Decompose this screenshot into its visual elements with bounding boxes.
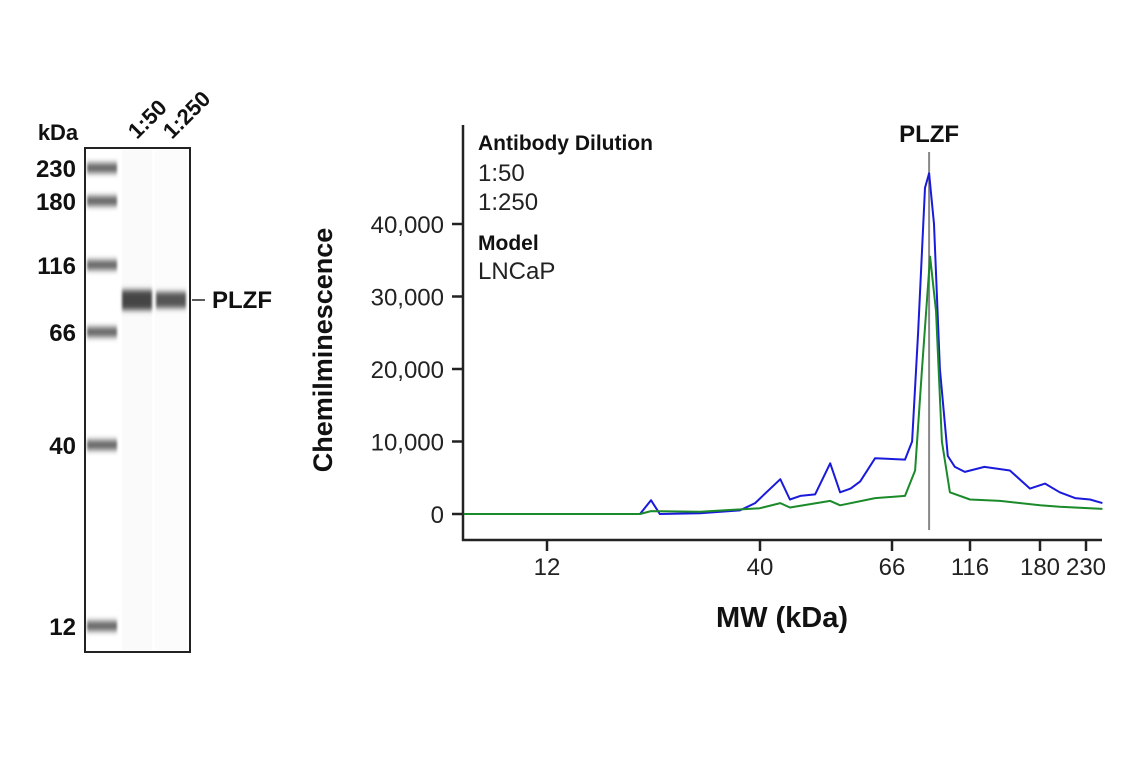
x-tick-label: 12 <box>534 554 561 581</box>
ladder-band <box>87 260 117 270</box>
ladder-label: 12 <box>49 614 76 641</box>
chart-panel: 0 10,000 20,000 30,000 40,000 12 40 66 116 180 23… <box>308 121 1106 634</box>
series-line-1-250 <box>463 255 1103 515</box>
ladder-bands <box>87 163 117 631</box>
x-tick-label: 230 <box>1066 554 1106 581</box>
x-axis-label: MW (kDa) <box>716 602 848 634</box>
y-tick-label: 30,000 <box>371 285 444 312</box>
series-line-1-50 <box>463 172 1103 515</box>
y-axis-label: Chemilminescence <box>308 228 338 473</box>
y-tick-label: 10,000 <box>371 430 444 457</box>
ladder-band <box>87 327 117 337</box>
y-tick-label: 0 <box>431 502 444 529</box>
chart-title: PLZF <box>899 121 959 148</box>
legend-entry-1-250: 1:250 <box>478 189 538 216</box>
ladder-band <box>87 163 117 173</box>
y-tick-label: 20,000 <box>371 357 444 384</box>
ladder-band <box>87 621 117 631</box>
x-tick-label: 180 <box>1020 554 1060 581</box>
legend-title: Antibody Dilution <box>478 132 653 155</box>
ladder-label: 116 <box>37 253 76 280</box>
blot-unit-label: kDa <box>38 120 79 145</box>
ladder-label: 180 <box>36 189 76 216</box>
legend-model-value: LNCaP <box>478 258 555 285</box>
x-tick-label: 66 <box>879 554 906 581</box>
ladder-band <box>87 440 117 450</box>
x-tick-label: 116 <box>951 554 989 581</box>
ladder-band <box>87 196 117 206</box>
ladder-label: 66 <box>49 320 76 347</box>
ladder-label: 40 <box>49 433 76 460</box>
legend-model-title: Model <box>478 232 539 255</box>
y-tick-label: 40,000 <box>371 212 444 239</box>
ladder-label: 230 <box>36 156 76 183</box>
plzf-band-1-50 <box>122 290 152 310</box>
plzf-band-1-250 <box>156 292 186 308</box>
legend-entry-1-50: 1:50 <box>478 160 525 187</box>
band-label: PLZF <box>212 287 272 314</box>
x-tick-label: 40 <box>747 554 774 581</box>
